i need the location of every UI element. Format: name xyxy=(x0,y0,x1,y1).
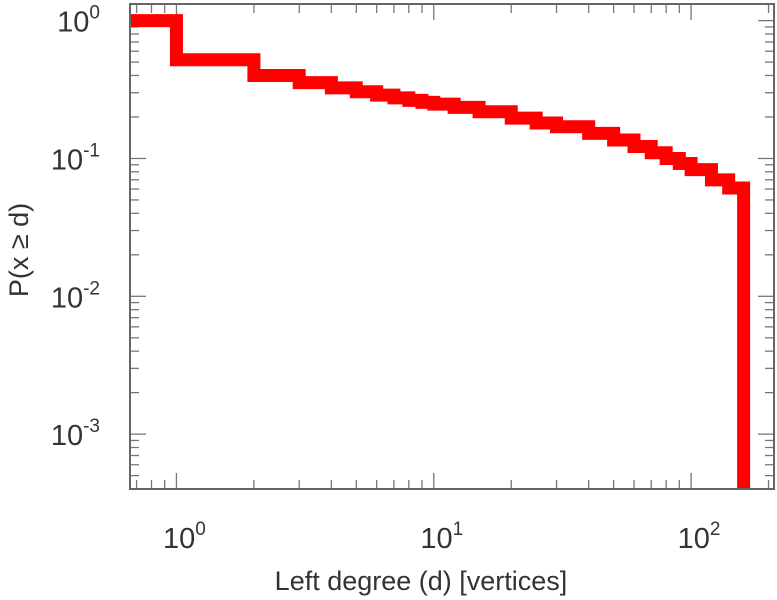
y-axis-label: P(x ≥ d) xyxy=(4,203,34,297)
x-tick-label: 102 xyxy=(678,519,721,555)
ccdf-series-line xyxy=(130,14,751,489)
x-tick-label: 101 xyxy=(420,519,463,555)
y-tick-label: 10-1 xyxy=(51,140,100,176)
tick-marks xyxy=(130,4,774,490)
x-axis-label: Left degree (d) [vertices] xyxy=(275,566,568,596)
y-tick-label: 10-2 xyxy=(51,278,100,314)
x-tick-label: 100 xyxy=(163,519,206,555)
plot-frame xyxy=(129,3,775,490)
tick-labels: 100 101 102 100 10-1 10-2 10-3 xyxy=(51,3,721,555)
y-tick-label: 10-3 xyxy=(51,416,100,452)
y-tick-label: 100 xyxy=(57,3,100,39)
plot-series xyxy=(130,14,751,489)
